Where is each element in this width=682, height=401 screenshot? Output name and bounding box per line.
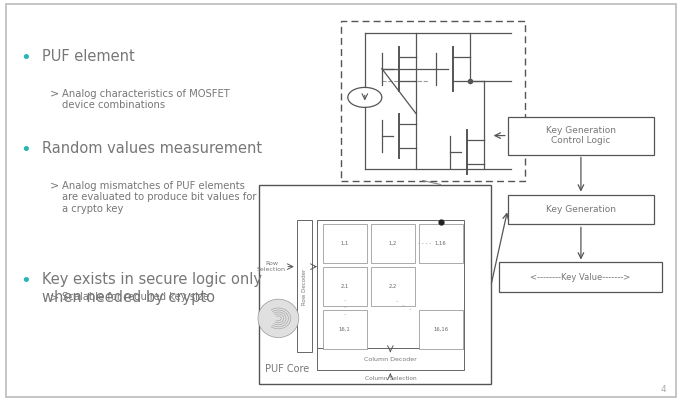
Text: Analog characteristics of MOSFET
device combinations: Analog characteristics of MOSFET device … [62,89,230,110]
FancyBboxPatch shape [419,310,462,349]
Text: 16,1: 16,1 [339,327,351,332]
Text: Key Generation: Key Generation [546,205,616,214]
Text: Column Selection: Column Selection [365,376,416,381]
FancyBboxPatch shape [317,221,464,352]
FancyBboxPatch shape [6,4,676,397]
Text: •: • [20,141,31,158]
Text: •: • [20,272,31,290]
FancyBboxPatch shape [419,224,462,263]
FancyBboxPatch shape [323,224,366,263]
FancyBboxPatch shape [499,262,662,292]
Text: 4: 4 [661,385,666,394]
Text: ·: · [395,299,397,305]
Text: 1,16: 1,16 [434,241,447,246]
Text: 1,2: 1,2 [388,241,397,246]
Text: >: > [50,180,59,190]
Text: Scalable for required key size: Scalable for required key size [62,292,209,302]
Text: 16,16: 16,16 [433,327,448,332]
FancyBboxPatch shape [259,184,491,384]
Text: >: > [50,292,59,302]
FancyBboxPatch shape [323,310,366,349]
FancyBboxPatch shape [297,221,312,352]
Text: •: • [20,49,31,67]
FancyBboxPatch shape [323,267,366,306]
Text: Key exists in secure logic only
when needed by crypto: Key exists in secure logic only when nee… [42,272,261,305]
Text: 1,1: 1,1 [340,241,349,246]
Text: Row Decoder: Row Decoder [301,268,307,304]
Text: <--------Key Value------->: <--------Key Value-------> [531,273,631,282]
Text: PUF element: PUF element [42,49,134,64]
Ellipse shape [258,299,299,338]
Text: Row
Selection: Row Selection [257,261,286,272]
Text: ·
·
·: · · · [344,298,346,318]
Text: Random values measurement: Random values measurement [42,141,262,156]
Text: ·: · [409,307,411,313]
Text: Key Generation
Control Logic: Key Generation Control Logic [546,126,616,145]
Text: Analog mismatches of PUF elements
are evaluated to produce bit values for
a cryp: Analog mismatches of PUF elements are ev… [62,180,256,214]
Text: 2,1: 2,1 [340,284,349,289]
Text: 2,2: 2,2 [388,284,397,289]
Text: >: > [50,89,59,99]
Text: PUF Core: PUF Core [265,365,309,374]
FancyBboxPatch shape [370,267,415,306]
Text: ·: · [402,303,404,309]
FancyBboxPatch shape [508,194,654,225]
Text: - - - -: - - - - [418,241,431,246]
Text: Column Decoder: Column Decoder [364,357,417,362]
FancyBboxPatch shape [370,224,415,263]
FancyBboxPatch shape [341,21,524,180]
FancyBboxPatch shape [317,348,464,371]
FancyBboxPatch shape [508,117,654,154]
